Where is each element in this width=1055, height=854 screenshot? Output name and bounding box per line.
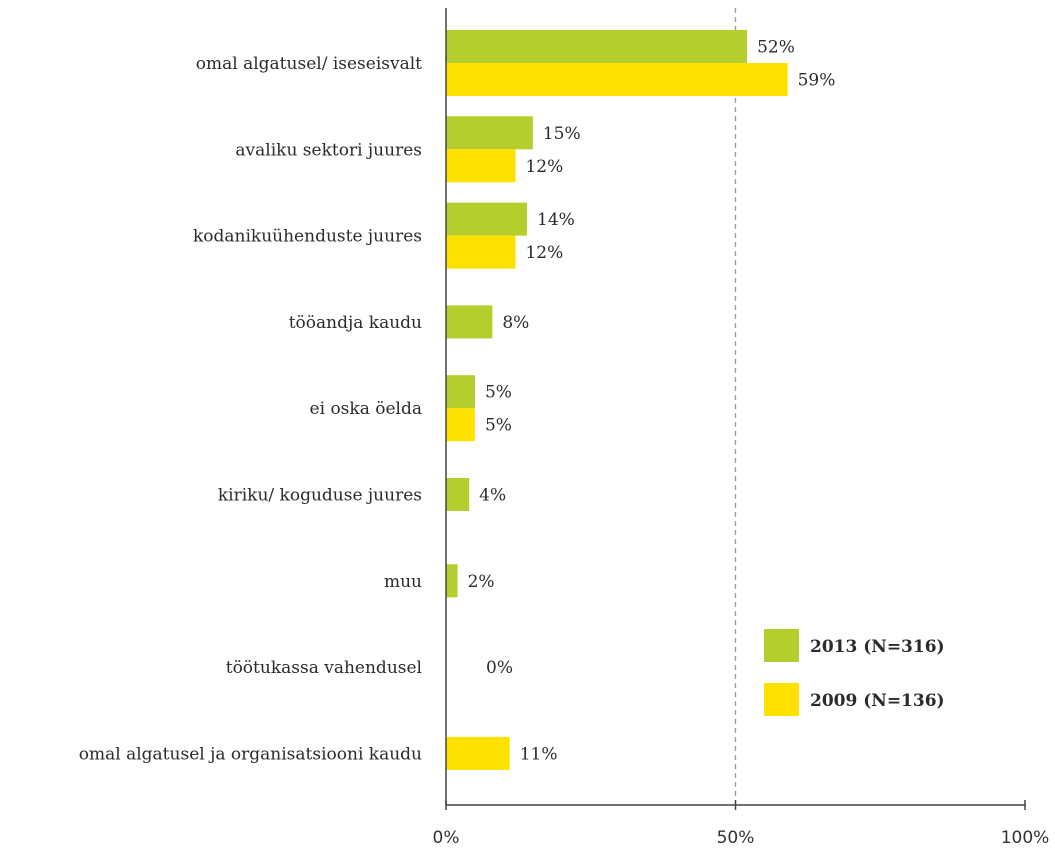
category-label: kodanikuühenduste juures	[193, 227, 422, 247]
series-2013-bar	[446, 564, 458, 598]
category-label: omal algatusel/ iseseisvalt	[196, 54, 422, 74]
category-labels: omal algatusel/ iseseisvalt avaliku sekto…	[79, 54, 422, 764]
series-2013-bar	[446, 375, 475, 409]
category-label: tööandja kaudu	[289, 313, 422, 333]
series-2009-bar	[446, 408, 475, 442]
series-2009-value-label: 11%	[520, 744, 558, 764]
series-2013-bar	[446, 202, 528, 236]
series-2009-bar	[446, 149, 516, 183]
series-2013-value-label: 0%	[486, 658, 513, 678]
series-2013-value-label: 8%	[502, 313, 529, 333]
series-2013-value-label: 52%	[757, 38, 795, 58]
series-2013-value-label: 5%	[485, 383, 512, 403]
plot-area: 52%59% 15% 12% 14% 12% 8% 5% 5% 4% 2% 0% 11%	[446, 8, 835, 805]
series-2013-bar	[446, 116, 533, 150]
legend-2013-swatch	[764, 629, 799, 662]
category-label: avaliku sektori juures	[235, 140, 422, 160]
series-2009-value-label: 12%	[525, 243, 563, 263]
legend-2013-label: 2013 (N=316)	[810, 637, 945, 657]
x-tick-label: 0%	[433, 828, 460, 848]
series-2009-bar	[446, 63, 788, 96]
series-2009-value-label: 59%	[798, 71, 836, 91]
series-2013-bar	[446, 478, 470, 511]
legend: 2013 (N=316) 2009 (N=136)	[764, 629, 945, 716]
legend-2009-swatch	[764, 683, 799, 716]
legend-2009-label: 2009 (N=136)	[810, 691, 945, 711]
series-2013-value-label: 14%	[537, 210, 575, 230]
series-2009-value-label: 12%	[525, 157, 563, 177]
category-label: töötukassa vahendusel	[226, 658, 422, 678]
x-tick-label: 100%	[1001, 828, 1050, 848]
series-2009-bar	[446, 235, 516, 269]
series-2009-bar	[446, 736, 510, 770]
category-label: ei oska öelda	[310, 399, 422, 419]
x-axis: 0% 50% 100%	[433, 8, 1050, 848]
category-label: kiriku/ koguduse juures	[218, 486, 422, 506]
series-2013-value-label: 15%	[543, 124, 581, 144]
series-2013-value-label: 4%	[479, 486, 506, 506]
series-2013-value-label: 2%	[468, 572, 495, 592]
series-2009-value-label: 5%	[485, 416, 512, 436]
category-label: muu	[384, 572, 422, 592]
category-label: omal algatusel ja organisatsiooni kaudu	[79, 744, 422, 764]
series-2013-bar	[446, 305, 493, 339]
series-2013-bar	[446, 30, 748, 63]
x-tick-label: 50%	[717, 828, 755, 848]
